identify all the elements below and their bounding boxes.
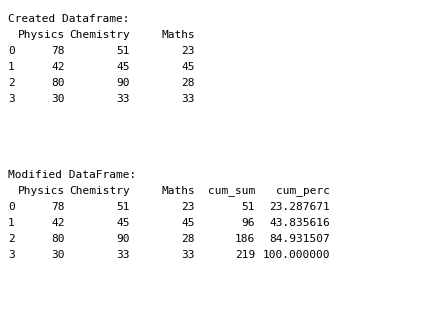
Text: 0: 0 xyxy=(8,202,15,212)
Text: 0: 0 xyxy=(8,46,15,56)
Text: Physics: Physics xyxy=(18,30,65,40)
Text: 96: 96 xyxy=(242,218,255,228)
Text: 80: 80 xyxy=(52,234,65,244)
Text: 90: 90 xyxy=(116,234,130,244)
Text: 28: 28 xyxy=(182,78,195,88)
Text: 23.287671: 23.287671 xyxy=(269,202,330,212)
Text: 30: 30 xyxy=(52,250,65,260)
Text: 23: 23 xyxy=(182,202,195,212)
Text: 80: 80 xyxy=(52,78,65,88)
Text: Modified DataFrame:: Modified DataFrame: xyxy=(8,170,136,180)
Text: 2: 2 xyxy=(8,234,15,244)
Text: 45: 45 xyxy=(182,218,195,228)
Text: 3: 3 xyxy=(8,250,15,260)
Text: 33: 33 xyxy=(182,94,195,104)
Text: Maths: Maths xyxy=(161,186,195,196)
Text: 1: 1 xyxy=(8,218,15,228)
Text: 42: 42 xyxy=(52,62,65,72)
Text: Physics: Physics xyxy=(18,186,65,196)
Text: 33: 33 xyxy=(182,250,195,260)
Text: 43.835616: 43.835616 xyxy=(269,218,330,228)
Text: 28: 28 xyxy=(182,234,195,244)
Text: Chemistry: Chemistry xyxy=(69,186,130,196)
Text: cum_sum: cum_sum xyxy=(208,186,255,196)
Text: Maths: Maths xyxy=(161,30,195,40)
Text: 42: 42 xyxy=(52,218,65,228)
Text: 186: 186 xyxy=(235,234,255,244)
Text: 45: 45 xyxy=(116,218,130,228)
Text: 90: 90 xyxy=(116,78,130,88)
Text: Created Dataframe:: Created Dataframe: xyxy=(8,14,130,24)
Text: 1: 1 xyxy=(8,62,15,72)
Text: 219: 219 xyxy=(235,250,255,260)
Text: 23: 23 xyxy=(182,46,195,56)
Text: 3: 3 xyxy=(8,94,15,104)
Text: 78: 78 xyxy=(52,46,65,56)
Text: 45: 45 xyxy=(116,62,130,72)
Text: 51: 51 xyxy=(242,202,255,212)
Text: 51: 51 xyxy=(116,202,130,212)
Text: 78: 78 xyxy=(52,202,65,212)
Text: 84.931507: 84.931507 xyxy=(269,234,330,244)
Text: 30: 30 xyxy=(52,94,65,104)
Text: cum_perc: cum_perc xyxy=(276,186,330,196)
Text: 2: 2 xyxy=(8,78,15,88)
Text: 45: 45 xyxy=(182,62,195,72)
Text: 100.000000: 100.000000 xyxy=(262,250,330,260)
Text: Chemistry: Chemistry xyxy=(69,30,130,40)
Text: 33: 33 xyxy=(116,250,130,260)
Text: 33: 33 xyxy=(116,94,130,104)
Text: 51: 51 xyxy=(116,46,130,56)
